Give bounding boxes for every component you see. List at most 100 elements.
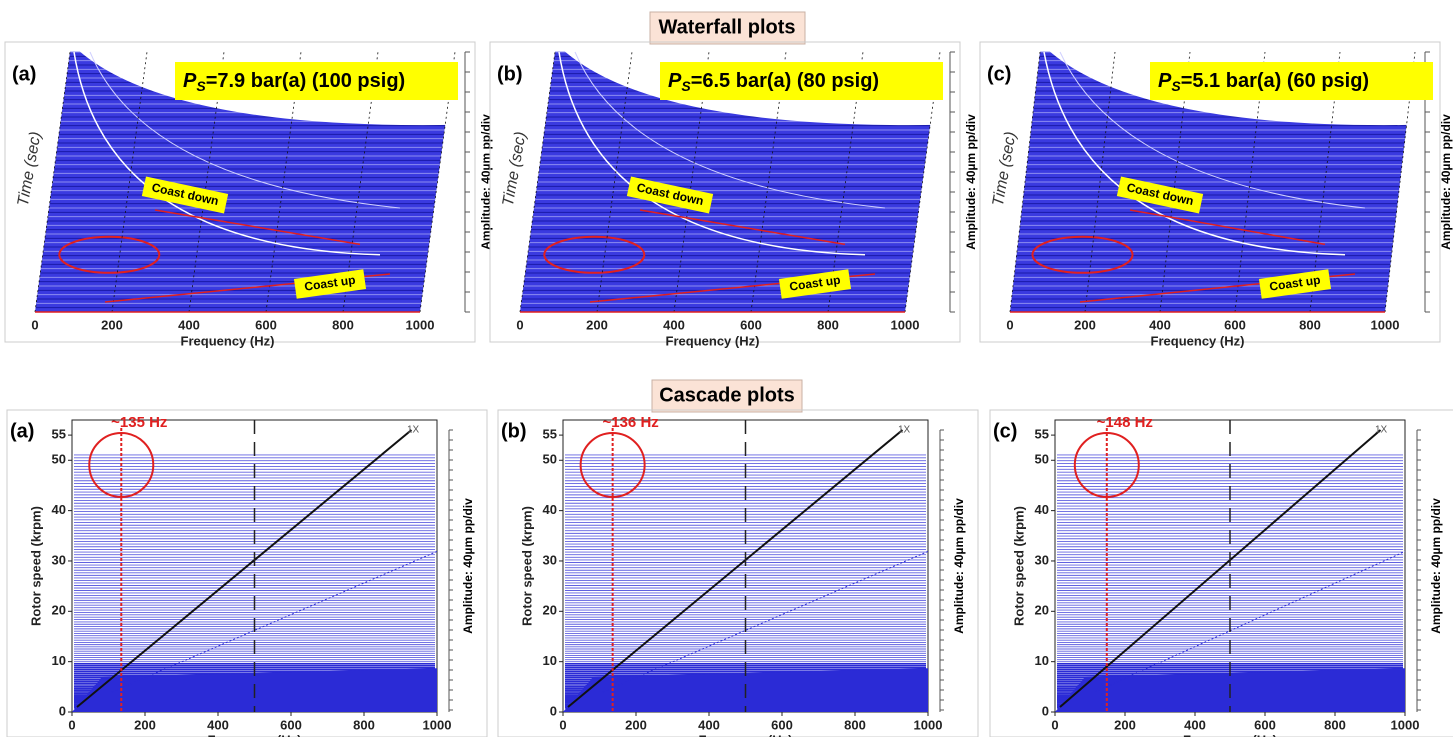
y-tick-label: 0 [1042,703,1049,718]
x-tick-label: 1000 [1371,317,1400,332]
x-axis-label: Frequency (Hz) [208,732,302,737]
panel-label: (c) [993,420,1017,442]
amplitude-label: Amplitude: 40µm pp/div [461,498,475,634]
pressure-box [1150,62,1433,100]
y-axis-label: Time (sec) [500,130,530,207]
heading: Waterfall plots [658,16,795,38]
y-tick-label: 50 [52,452,66,467]
x-tick-label: 1000 [891,317,920,332]
pressure-text: =5.1 bar(a) (60 psig) [1181,70,1369,92]
x-tick-label: 0 [516,317,523,332]
pressure-symbol: P [1158,70,1172,92]
x-tick-label: 200 [134,717,156,732]
heading: Cascade plots [659,384,795,406]
grid-line [673,51,710,313]
panel-label: (b) [501,420,527,442]
y-tick-label: 0 [59,703,66,718]
panel-label: (c) [987,63,1011,85]
annotation-box [1116,176,1204,214]
x-tick-label: 200 [586,317,608,332]
grid-line [265,51,302,313]
y-axis-label: Time (sec) [15,130,45,207]
annotation-box [626,176,714,214]
grid-line [34,51,71,313]
x-tick-label: 0 [31,317,38,332]
highlight-circle [88,432,155,498]
x-tick-label: 600 [1254,717,1276,732]
panel-frame [4,41,476,343]
reference-label: ~136 Hz [602,414,658,431]
one-x-line [1059,429,1382,708]
pressure-symbol: P [668,70,682,92]
panel-frame [497,409,979,737]
grid-line [188,51,225,313]
highlight-circle [543,235,646,274]
x-tick-label: 800 [353,717,375,732]
panel-label: (a) [12,63,36,85]
grid-line [519,51,556,313]
x-tick-label: 1000 [1391,717,1420,732]
pressure-label: PS=6.5 bar(a) (80 psig) [668,70,879,93]
two-x-line [1094,550,1406,693]
x-tick-label: 200 [1114,717,1136,732]
reference-label: ~135 Hz [111,414,167,431]
panel-frame [989,409,1453,737]
grid-line [1084,51,1116,313]
panel-frame [979,41,1441,343]
y-tick-label: 55 [543,427,557,442]
y-tick-label: 30 [543,552,557,567]
y-tick-label: 40 [1035,502,1049,517]
x-tick-label: 1000 [406,317,435,332]
x-tick-label: 400 [1149,317,1171,332]
pressure-subscript: S [1171,78,1181,94]
two-x-line [602,550,929,693]
grid-line [904,51,941,313]
x-tick-label: 600 [1224,317,1246,332]
reference-label: ~148 Hz [1097,414,1153,431]
pressure-text: =7.9 bar(a) (100 psig) [206,70,406,92]
y-axis-label: Rotor speed (krpm) [519,506,534,626]
x-tick-label: 600 [255,317,277,332]
x-tick-label: 400 [698,717,720,732]
grid-line [1159,51,1191,313]
order-label: 1X [898,425,911,436]
coast-arrow [639,209,846,246]
y-tick-label: 0 [550,703,557,718]
amplitude-label: Amplitude: 40µm pp/div [479,114,493,250]
y-axis-label: Time (sec) [990,130,1020,207]
x-tick-label: 0 [559,717,566,732]
amplitude-label: Amplitude: 40µm pp/div [964,114,978,250]
order-curve [89,51,401,209]
panel-label: (a) [10,420,34,442]
grid-line [111,51,148,313]
grid-line [596,51,633,313]
y-tick-label: 40 [52,502,66,517]
coast-arrow [1129,209,1326,246]
pressure-box [660,62,943,100]
x-tick-label: 200 [101,317,123,332]
x-axis-label: Frequency (Hz) [1183,732,1277,737]
y-tick-label: 40 [543,502,557,517]
grid-line [750,51,787,313]
x-tick-label: 600 [771,717,793,732]
x-tick-label: 800 [332,317,354,332]
coast-arrow [154,209,361,246]
amplitude-label: Amplitude: 40µm pp/div [1439,114,1453,250]
y-tick-label: 10 [52,653,66,668]
y-tick-label: 50 [543,452,557,467]
x-tick-label: 0 [68,717,75,732]
panel-label: (b) [497,63,523,85]
x-tick-label: 200 [625,717,647,732]
x-tick-label: 600 [740,317,762,332]
grid-line [1384,51,1416,313]
x-axis-label: Frequency (Hz) [699,732,793,737]
highlight-circle [1031,235,1134,274]
x-axis-label: Frequency (Hz) [181,333,275,348]
x-tick-label: 600 [280,717,302,732]
pressure-text: =6.5 bar(a) (80 psig) [691,70,879,92]
pressure-subscript: S [681,78,691,94]
grid-line [342,51,379,313]
x-tick-label: 800 [844,717,866,732]
y-tick-label: 20 [1035,603,1049,618]
y-tick-label: 55 [52,427,66,442]
